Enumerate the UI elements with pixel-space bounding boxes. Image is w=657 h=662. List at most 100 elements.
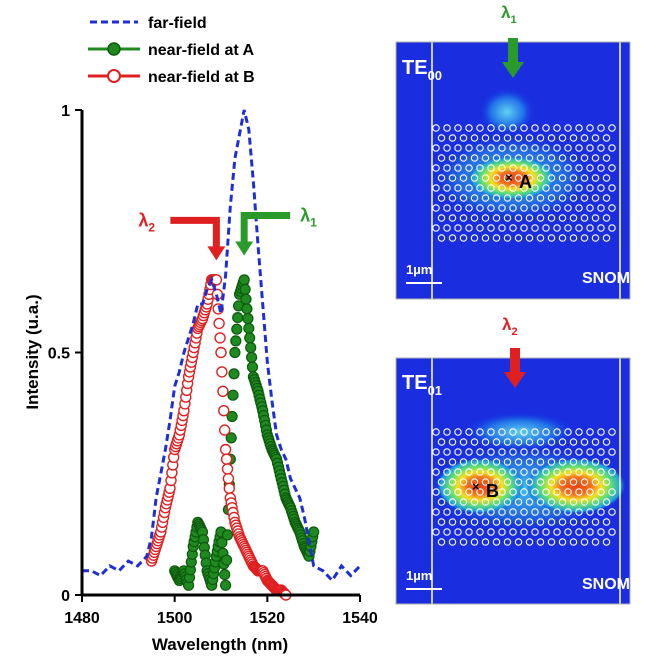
lattice-hole xyxy=(492,538,501,546)
data-point xyxy=(225,432,237,444)
lattice-hole xyxy=(454,448,462,456)
y-axis-label: Intensity (u.a.) xyxy=(23,294,42,409)
lattice-hole xyxy=(542,468,550,476)
lattice-hole xyxy=(481,538,490,546)
lattice-hole xyxy=(448,458,457,466)
lattice-hole xyxy=(580,234,589,242)
lattice-hole xyxy=(448,134,457,142)
lattice-hole xyxy=(514,174,523,182)
lattice-hole xyxy=(586,144,594,152)
lattice-hole xyxy=(448,194,457,202)
lattice-hole xyxy=(575,124,583,132)
lattice-hole xyxy=(569,234,578,242)
lattice-hole xyxy=(531,124,539,132)
lattice-hole xyxy=(591,174,600,182)
data-point xyxy=(308,526,320,538)
lattice-hole xyxy=(575,448,583,456)
point-cross: × xyxy=(472,479,480,494)
lattice-hole xyxy=(498,428,506,436)
lattice-hole xyxy=(536,438,545,446)
data-point xyxy=(219,443,232,456)
data-point xyxy=(239,283,251,295)
lattice-hole xyxy=(492,154,501,162)
lattice-hole xyxy=(470,134,479,142)
lattice-hole xyxy=(432,184,440,192)
lattice-hole xyxy=(602,234,611,242)
lattice-hole xyxy=(514,458,523,466)
lattice-hole xyxy=(432,488,440,496)
lattice-hole xyxy=(432,164,440,172)
lattice-hole xyxy=(509,468,517,476)
lattice-hole xyxy=(608,204,616,212)
lattice-hole xyxy=(454,144,462,152)
lattice-hole xyxy=(564,428,572,436)
lambda-arrow-2: λ2 xyxy=(138,210,226,261)
lattice-hole xyxy=(487,448,495,456)
lattice-hole xyxy=(525,234,534,242)
point-label: B xyxy=(486,481,499,501)
lattice-hole xyxy=(432,448,440,456)
lattice-hole xyxy=(448,438,457,446)
lattice-hole xyxy=(432,124,440,132)
lattice-hole xyxy=(531,528,539,536)
lattice-hole xyxy=(470,478,479,486)
lattice-hole xyxy=(509,488,517,496)
lattice-hole xyxy=(536,214,545,222)
lattice-hole xyxy=(586,488,594,496)
lattice-hole xyxy=(580,538,589,546)
lattice-hole xyxy=(608,468,616,476)
lattice-hole xyxy=(520,164,528,172)
lattice-hole xyxy=(525,174,534,182)
lattice-hole xyxy=(454,184,462,192)
lattice-hole xyxy=(448,214,457,222)
mode-label: TE00 xyxy=(402,57,442,83)
lattice-hole xyxy=(569,498,578,506)
x-tick-label: 1520 xyxy=(250,610,286,627)
lattice-hole xyxy=(481,518,490,526)
data-point xyxy=(245,342,257,354)
lattice-hole xyxy=(437,458,446,466)
lattice-hole xyxy=(443,144,451,152)
lattice-hole xyxy=(498,144,506,152)
lattice-hole xyxy=(602,478,611,486)
lattice-hole xyxy=(564,164,572,172)
lattice-hole xyxy=(569,478,578,486)
lattice-hole xyxy=(558,194,567,202)
lattice-hole xyxy=(553,508,561,516)
lattice-hole xyxy=(487,508,495,516)
lattice-hole xyxy=(586,184,594,192)
lattice-hole xyxy=(492,478,501,486)
lattice-hole xyxy=(509,448,517,456)
lattice-hole xyxy=(575,164,583,172)
lattice-hole xyxy=(569,438,578,446)
data-point xyxy=(216,536,228,549)
data-point xyxy=(231,323,243,335)
mode-label-sub: 00 xyxy=(428,68,442,83)
lattice-hole xyxy=(569,214,578,222)
lattice-hole xyxy=(470,234,479,242)
lattice-hole xyxy=(558,498,567,506)
lattice-hole xyxy=(487,164,495,172)
field-hotspot xyxy=(468,156,556,200)
lattice-hole xyxy=(591,458,600,466)
lattice-hole xyxy=(448,518,457,526)
arrow-label: λ2 xyxy=(502,315,518,338)
lattice-hole xyxy=(514,518,523,526)
lattice-hole xyxy=(459,134,468,142)
lattice-hole xyxy=(465,204,473,212)
lattice-hole xyxy=(487,428,495,436)
lattice-hole xyxy=(591,538,600,546)
lattice-hole xyxy=(569,194,578,202)
lattice-hole xyxy=(586,224,594,232)
lattice-hole xyxy=(525,478,534,486)
lattice-hole xyxy=(542,448,550,456)
lattice-hole xyxy=(525,518,534,526)
lattice-hole xyxy=(525,134,534,142)
lattice-hole xyxy=(591,214,600,222)
lattice-hole xyxy=(492,194,501,202)
lattice-hole xyxy=(542,144,550,152)
mode-label-sub: 01 xyxy=(428,383,442,398)
lattice-hole xyxy=(443,448,451,456)
lattice-hole xyxy=(564,224,572,232)
